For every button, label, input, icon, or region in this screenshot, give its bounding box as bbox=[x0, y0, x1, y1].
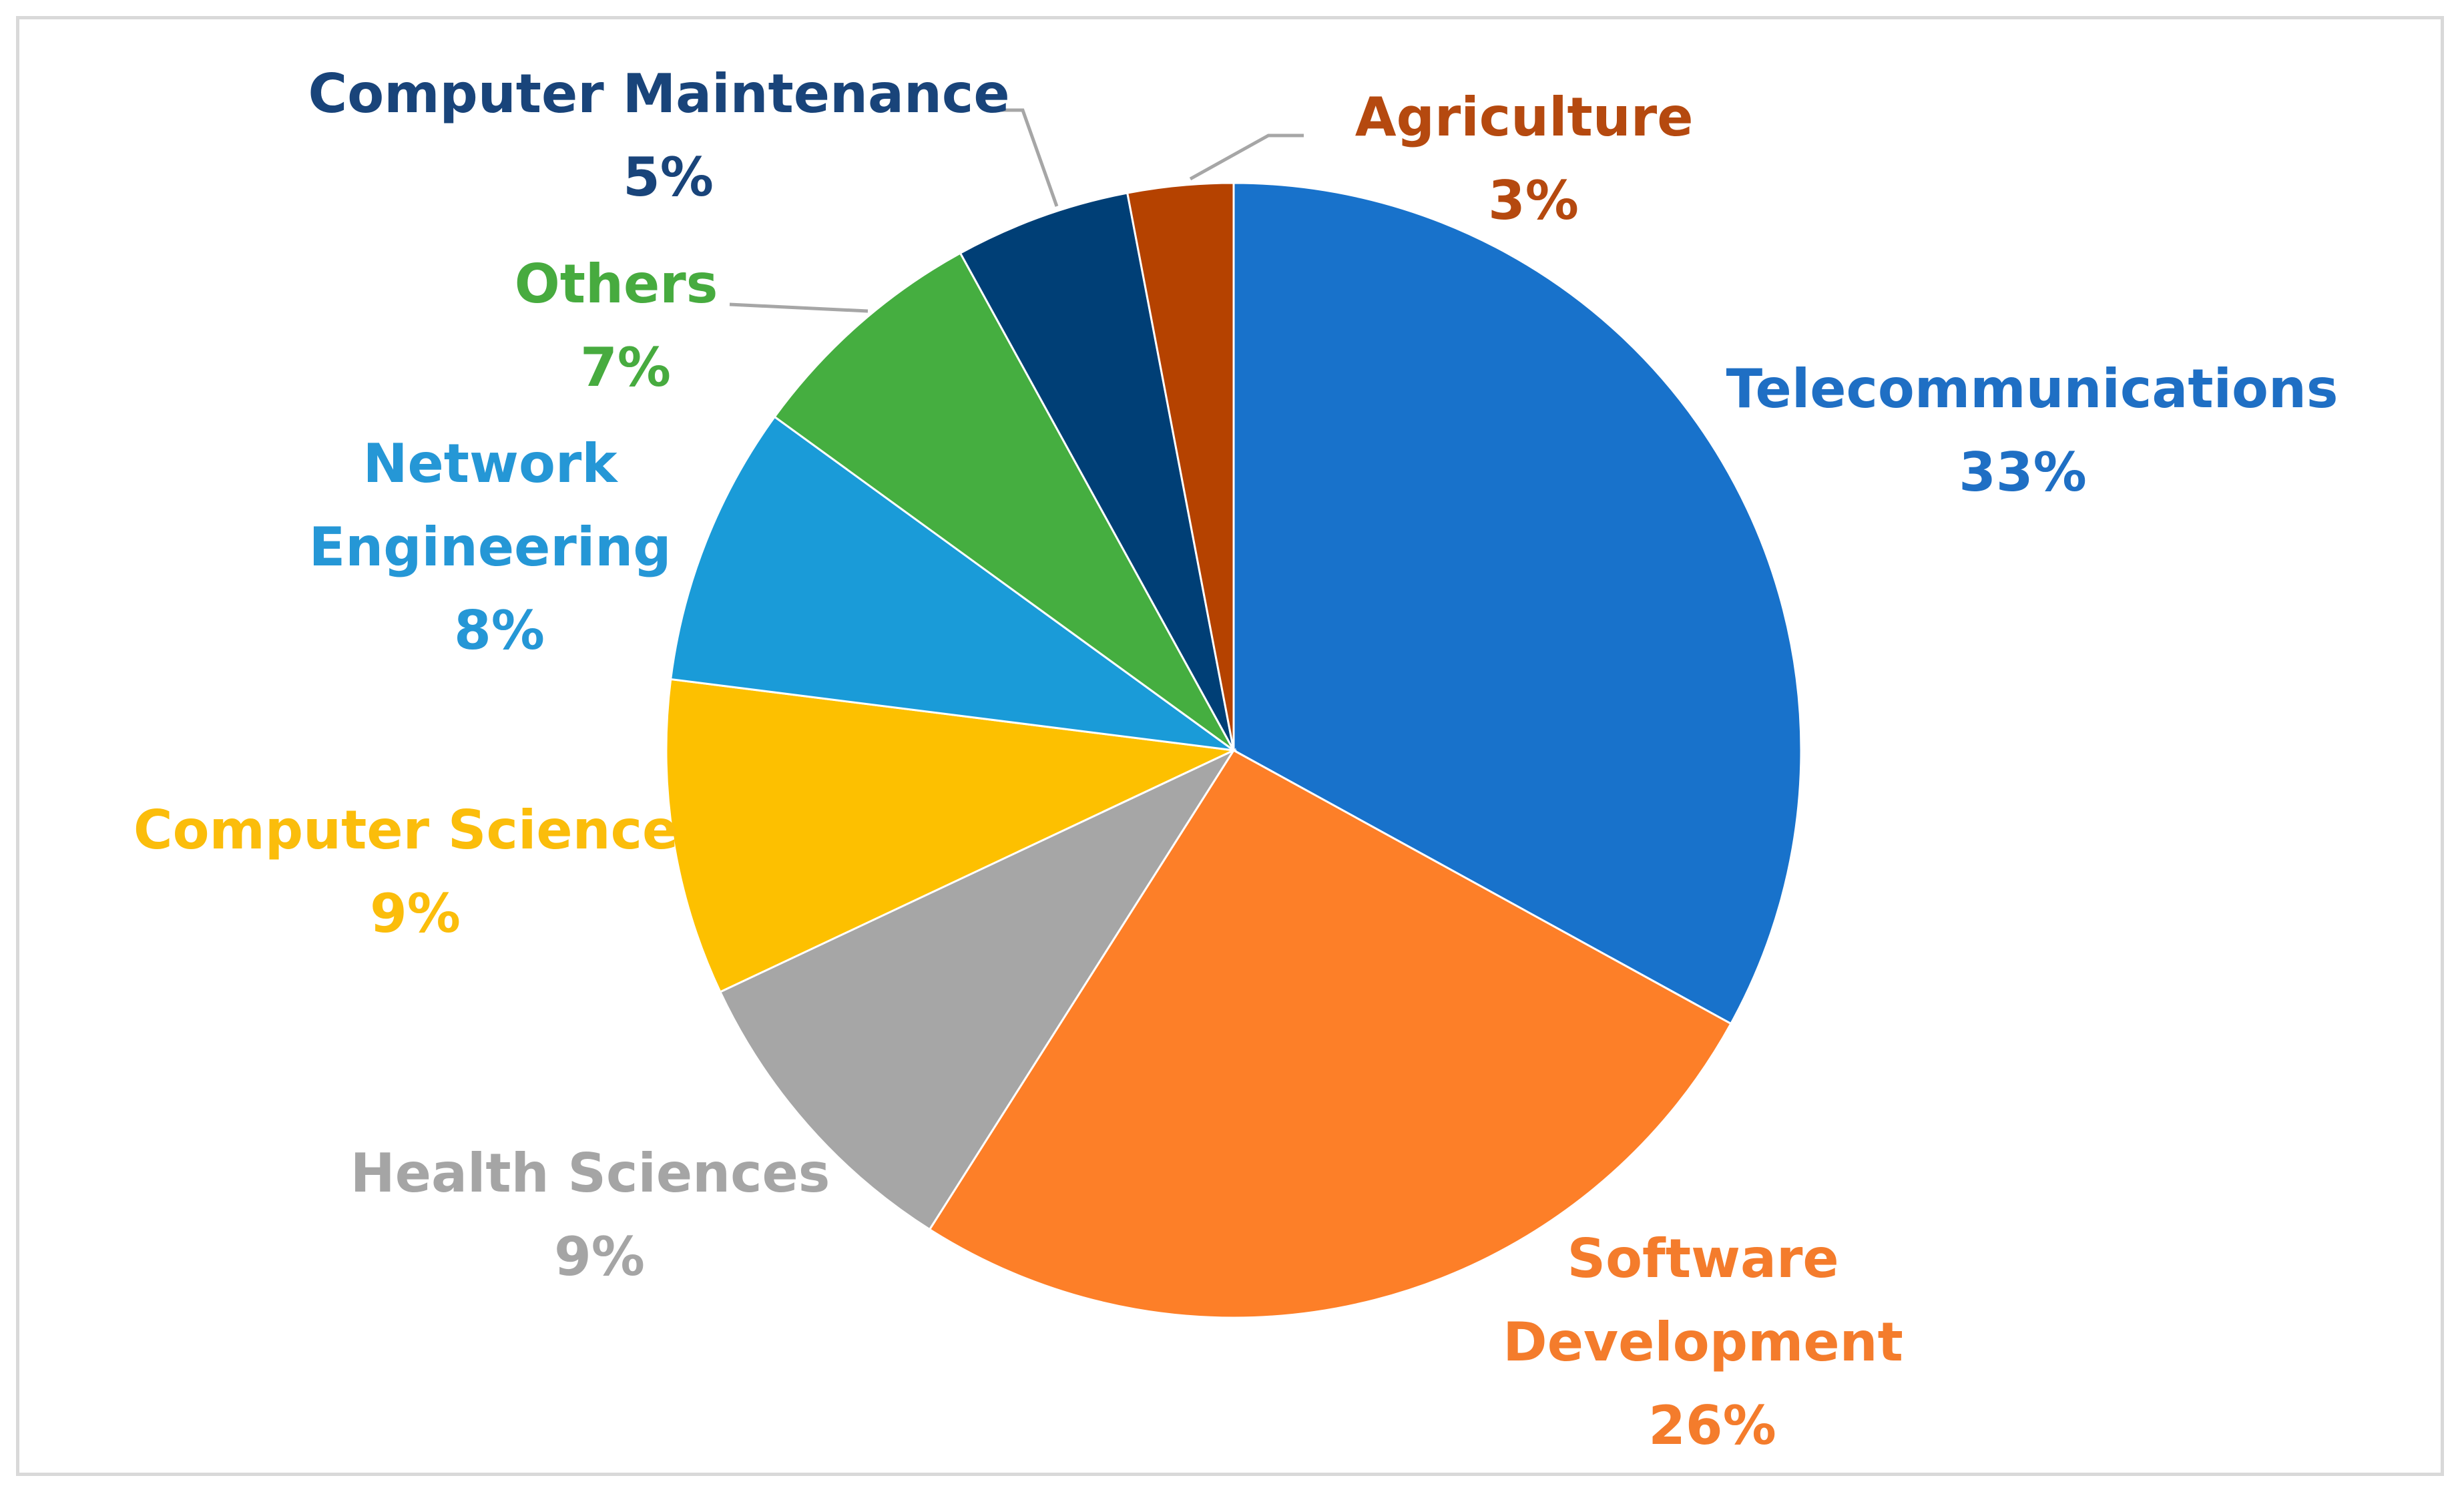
label-computer-maintenance-value: 5% bbox=[623, 146, 714, 208]
pie-slices bbox=[665, 182, 1802, 1319]
label-others-name: Others bbox=[515, 253, 718, 315]
slice-software-development bbox=[928, 749, 1732, 1319]
label-agriculture: Agriculture 3% bbox=[1355, 86, 1712, 232]
leader-lines bbox=[729, 108, 1304, 313]
label-computer-maintenance: Computer Maintenance 5% bbox=[308, 63, 1029, 208]
label-telecommunications-value: 33% bbox=[1959, 441, 2086, 503]
label-telecommunications-name: Telecommunications bbox=[1726, 358, 2338, 420]
label-software-development-name-line-2: Development bbox=[1503, 1311, 1903, 1373]
label-software-development-name-line-1: Software bbox=[1567, 1228, 1838, 1290]
slice-computer-maintenance bbox=[959, 192, 1235, 751]
label-computer-science-name: Computer Science bbox=[134, 799, 678, 861]
label-health-sciences-value: 9% bbox=[554, 1226, 645, 1288]
label-network-engineering-name-line-2: Engineering bbox=[309, 516, 672, 578]
label-health-sciences-name: Health Sciences bbox=[350, 1142, 830, 1204]
label-software-development: Software Development 26% bbox=[1503, 1228, 1921, 1457]
slice-others bbox=[773, 252, 1235, 752]
label-network-engineering-value: 8% bbox=[454, 599, 545, 662]
label-others-value: 7% bbox=[580, 336, 671, 399]
leader-line-others bbox=[729, 302, 869, 313]
label-software-development-value: 26% bbox=[1648, 1395, 1776, 1457]
label-agriculture-value: 3% bbox=[1488, 170, 1579, 232]
label-computer-science: Computer Science 9% bbox=[134, 799, 697, 945]
leader-line-computer-maintenance bbox=[1000, 108, 1059, 207]
leader-line-agriculture bbox=[1189, 134, 1304, 181]
slice-agriculture bbox=[1126, 182, 1235, 751]
label-telecommunications: Telecommunications 33% bbox=[1726, 358, 2357, 503]
slice-telecommunications bbox=[1232, 182, 1802, 1025]
label-agriculture-name: Agriculture bbox=[1355, 86, 1694, 148]
label-network-engineering-name-line-1: Network bbox=[363, 433, 619, 495]
slice-network-engineering bbox=[670, 415, 1234, 752]
label-health-sciences: Health Sciences 9% bbox=[350, 1142, 849, 1288]
slice-health-sciences bbox=[718, 748, 1237, 1231]
label-network-engineering: Network Engineering 8% bbox=[309, 433, 690, 662]
label-others: Others 7% bbox=[515, 253, 736, 399]
label-computer-science-value: 9% bbox=[370, 883, 461, 945]
slice-labels: Telecommunications 33% Software Developm… bbox=[134, 63, 2357, 1457]
slice-computer-science bbox=[665, 678, 1238, 993]
label-computer-maintenance-name: Computer Maintenance bbox=[308, 63, 1010, 125]
